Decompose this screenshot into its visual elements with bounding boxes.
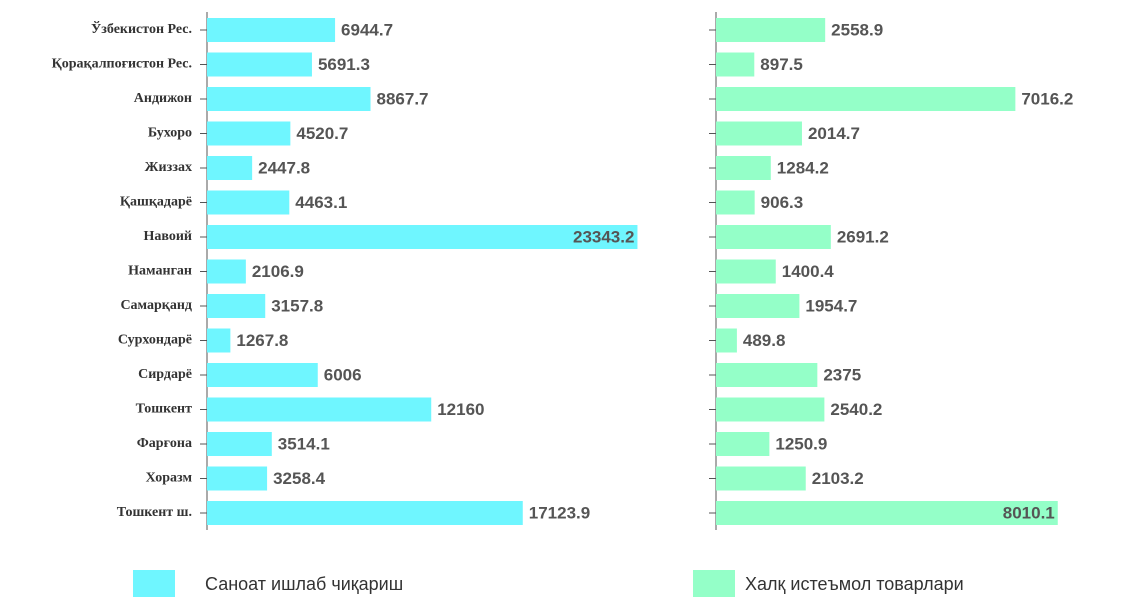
value-label: 4520.7 [296, 124, 348, 143]
category-label: Қорақалпоғистон Рес. [52, 57, 192, 72]
bar [716, 501, 1058, 525]
category-label: Андижон [134, 91, 192, 106]
value-label: 8867.7 [377, 89, 429, 108]
category-label: Ўзбекистон Рес. [91, 20, 192, 37]
bar [716, 190, 755, 215]
value-label: 1400.4 [782, 262, 835, 281]
value-label: 5691.3 [318, 55, 370, 74]
bar [716, 156, 771, 180]
value-label: 2447.8 [258, 158, 310, 177]
value-label: 906.3 [761, 193, 804, 212]
category-label: Наманган [128, 264, 192, 279]
bar [207, 121, 291, 146]
bar [716, 52, 755, 77]
value-label: 897.5 [760, 55, 803, 74]
bar [207, 294, 266, 318]
bar [207, 190, 290, 215]
value-label: 2103.2 [812, 469, 864, 488]
bar [207, 501, 523, 525]
category-label: Бухоро [148, 126, 192, 141]
value-label: 1284.2 [777, 158, 829, 177]
value-label: 4463.1 [295, 193, 347, 212]
value-label: 6944.7 [341, 20, 393, 39]
value-label: 1267.8 [236, 331, 288, 350]
bar [207, 156, 253, 180]
bar [716, 466, 806, 491]
value-label: 2540.2 [830, 400, 882, 419]
bar [716, 259, 776, 284]
bar [207, 259, 246, 284]
bar [207, 328, 231, 353]
category-label: Фарғона [137, 436, 192, 451]
value-label: 17123.9 [529, 503, 590, 522]
bar [716, 432, 770, 456]
bar [207, 52, 312, 77]
category-label: Тошкент ш. [117, 505, 192, 520]
category-label: Жиззах [145, 160, 192, 175]
value-label: 2014.7 [808, 124, 860, 143]
value-label: 1250.9 [775, 434, 827, 453]
bar [207, 18, 336, 42]
value-label: 489.8 [743, 331, 786, 350]
bar [716, 328, 737, 353]
bar [207, 397, 432, 422]
value-label: 2375 [823, 365, 861, 384]
bar [207, 432, 272, 456]
category-label: Самарқанд [120, 298, 192, 313]
value-label: 1954.7 [805, 296, 857, 315]
category-label: Хоразм [146, 471, 193, 486]
legend-label: Саноат ишлаб чиқариш [205, 574, 403, 594]
legend-swatch [133, 570, 175, 597]
category-label: Қашқадарё [120, 195, 192, 210]
value-label: 2558.9 [831, 20, 883, 39]
bar [716, 294, 800, 318]
bar [716, 87, 1016, 111]
legend-swatch [693, 570, 735, 597]
bar [716, 225, 831, 249]
bar [716, 397, 825, 422]
bar [207, 87, 371, 111]
value-label: 3157.8 [271, 296, 323, 315]
category-label: Сурхондарё [118, 333, 192, 348]
bar [207, 363, 318, 387]
value-label: 8010.1 [1003, 503, 1055, 522]
value-label: 12160 [437, 400, 484, 419]
bar [207, 225, 638, 249]
value-label: 2106.9 [252, 262, 304, 281]
value-label: 7016.2 [1021, 89, 1073, 108]
value-label: 6006 [324, 365, 362, 384]
bar [716, 363, 818, 387]
bar [716, 121, 802, 146]
value-label: 3258.4 [273, 469, 326, 488]
value-label: 2691.2 [837, 227, 889, 246]
bar [716, 18, 826, 42]
value-label: 3514.1 [278, 434, 330, 453]
category-label: Навоий [144, 229, 193, 244]
bar [207, 466, 268, 491]
category-label: Тошкент [136, 402, 193, 417]
value-label: 23343.2 [573, 227, 634, 246]
legend-label: Халқ истеъмол товарлари [745, 574, 964, 594]
category-label: Сирдарё [138, 367, 192, 382]
